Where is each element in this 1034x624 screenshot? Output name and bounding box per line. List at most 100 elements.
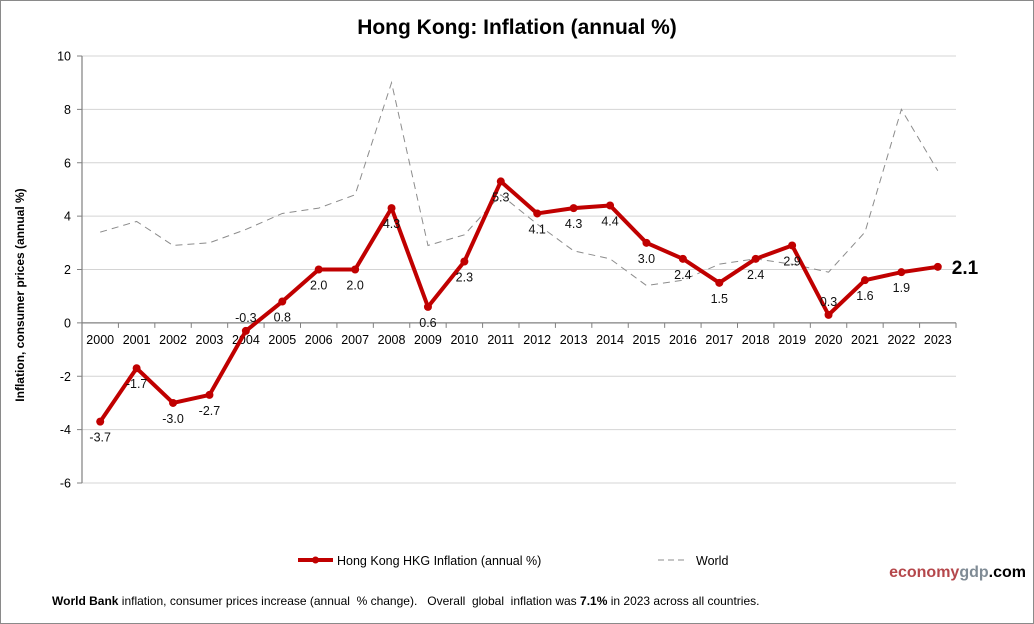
x-tick-label: 2012 <box>523 333 551 347</box>
axes <box>77 55 957 484</box>
world-line <box>100 80 939 287</box>
y-tick-label: 0 <box>64 316 71 330</box>
gridlines <box>82 55 956 484</box>
x-tick-label: 2022 <box>887 333 915 347</box>
x-tick-label: 2014 <box>596 333 624 347</box>
data-label: 4.4 <box>601 214 618 228</box>
hong-kong-point <box>569 204 578 213</box>
brand-part3: .com <box>988 564 1026 581</box>
hong-kong-point <box>241 326 250 335</box>
data-label: 0.6 <box>419 316 436 330</box>
x-tick-label: 2000 <box>86 333 114 347</box>
footer-text1: inflation, consumer prices increase (ann… <box>118 594 581 608</box>
hong-kong-point <box>314 265 323 274</box>
x-tick-label: 2009 <box>414 333 442 347</box>
brand-part1: economy <box>889 564 960 581</box>
x-tick-label: 2003 <box>196 333 224 347</box>
y-tick-label: 6 <box>64 156 71 170</box>
hong-kong-point <box>642 238 651 247</box>
x-tick-label: 2023 <box>924 333 952 347</box>
brand-logo: economygdp.com <box>889 564 1026 582</box>
data-label: -3.7 <box>89 431 111 445</box>
legend-hk-marker-icon <box>312 556 319 564</box>
data-label: 4.3 <box>565 217 582 231</box>
hong-kong-point <box>678 254 687 263</box>
hong-kong-point <box>205 390 214 399</box>
y-tick-labels: 10 8 6 4 2 0 -2 -4 -6 <box>57 50 71 491</box>
hong-kong-point <box>132 364 141 373</box>
x-tick-label: 2020 <box>815 333 843 347</box>
hong-kong-point <box>387 204 396 213</box>
hong-kong-point <box>278 297 287 306</box>
y-tick-label: 10 <box>57 50 71 64</box>
x-tick-label: 2001 <box>123 333 151 347</box>
footer-source: World Bank <box>52 594 119 608</box>
y-tick-label: 4 <box>64 210 71 224</box>
x-tick-label: 2021 <box>851 333 879 347</box>
hong-kong-point <box>897 268 906 277</box>
x-tick-label: 2008 <box>378 333 406 347</box>
data-label: -3.0 <box>162 412 184 426</box>
hong-kong-point <box>824 310 833 319</box>
data-label: -2.7 <box>199 404 221 418</box>
hong-kong-point <box>933 262 942 271</box>
x-tick-label: 2005 <box>268 333 296 347</box>
data-label: -1.7 <box>126 377 148 391</box>
x-tick-label: 2002 <box>159 333 187 347</box>
legend-hk-label: Hong Kong HKG Inflation (annual %) <box>337 554 541 568</box>
x-tick-label: 2006 <box>305 333 333 347</box>
x-tick-label: 2007 <box>341 333 369 347</box>
series-hong-kong <box>96 177 942 426</box>
hong-kong-point <box>351 265 360 274</box>
x-tick-label: 2010 <box>450 333 478 347</box>
data-label: 1.6 <box>856 289 873 303</box>
data-label: 2.4 <box>747 268 764 282</box>
x-tick-label: 2017 <box>705 333 733 347</box>
data-label: 5.3 <box>492 190 509 204</box>
x-tick-label: 2013 <box>560 333 588 347</box>
chart-title: Hong Kong: Inflation (annual %) <box>357 16 677 39</box>
x-tick-label: 2016 <box>669 333 697 347</box>
y-tick-label: 2 <box>64 263 71 277</box>
hong-kong-point <box>751 254 760 263</box>
brand-part2: gdp <box>959 564 989 581</box>
legend-world-label: World <box>696 554 728 568</box>
data-label: 2.4 <box>674 268 691 282</box>
data-label: 1.5 <box>711 292 728 306</box>
hong-kong-point <box>788 241 797 250</box>
data-label: 0.8 <box>274 311 291 325</box>
footer-text2: in 2023 across all countries. <box>607 594 760 608</box>
legend: Hong Kong HKG Inflation (annual %) World <box>298 554 728 568</box>
y-tick-label: 8 <box>64 103 71 117</box>
x-tick-label: 2011 <box>487 333 514 347</box>
hong-kong-point <box>169 398 178 407</box>
data-label: 2.9 <box>783 254 800 268</box>
y-tick-label: -6 <box>60 477 71 491</box>
data-label: 1.9 <box>893 281 910 295</box>
hong-kong-line <box>98 179 939 423</box>
hong-kong-point <box>423 302 432 311</box>
y-axis-title: Inflation, consumer prices (annual %) <box>13 188 27 401</box>
hong-kong-point <box>96 417 105 426</box>
hong-kong-point <box>460 257 469 266</box>
footer-note: World Bank inflation, consumer prices in… <box>52 594 759 608</box>
hong-kong-point <box>715 278 724 287</box>
data-label: 4.1 <box>529 222 546 236</box>
data-label: 0.3 <box>820 295 837 309</box>
hong-kong-point <box>860 276 869 285</box>
y-tick-label: -2 <box>60 370 71 384</box>
hong-kong-point <box>533 209 542 218</box>
y-tick-label: -4 <box>60 423 71 437</box>
data-label: -0.3 <box>235 311 257 325</box>
data-label: 3.0 <box>638 252 655 266</box>
data-label: 2.0 <box>310 279 327 293</box>
x-tick-label: 2015 <box>633 333 661 347</box>
data-labels: -3.7 -1.7 -3.0 -2.7 -0.3 0.8 2.0 2.0 4.3 0.6 2.3 5.… <box>89 190 978 444</box>
series-world <box>100 80 939 287</box>
hong-kong-point <box>606 201 615 210</box>
x-tick-label: 2018 <box>742 333 770 347</box>
data-label: 2.3 <box>456 270 473 284</box>
x-tick-label: 2019 <box>778 333 806 347</box>
